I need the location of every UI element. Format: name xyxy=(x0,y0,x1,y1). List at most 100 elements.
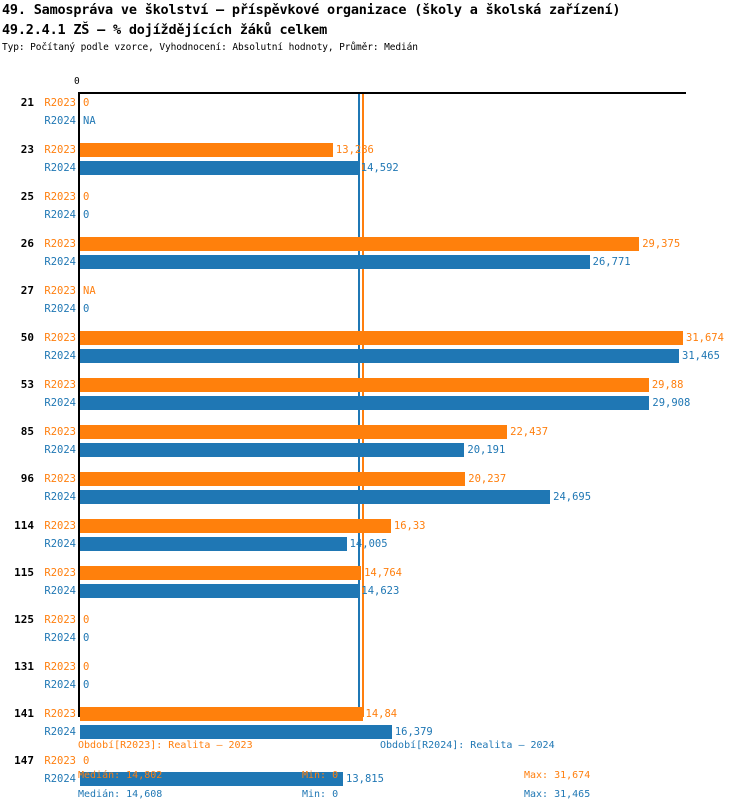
chart-row: 23 R2023 13,286 xyxy=(0,141,750,159)
series-row-label: R2024 xyxy=(44,679,76,691)
bar-value-label: 0 xyxy=(83,614,90,626)
chart-row: 125 R2023 0 xyxy=(0,611,750,629)
bar xyxy=(80,707,363,721)
bar-value-label: 24,695 xyxy=(553,491,592,503)
chart-row: R2024 0 xyxy=(0,206,750,224)
bar-value-label: 0 xyxy=(83,755,90,767)
bar-value-label: 14,623 xyxy=(361,585,400,597)
bar-value-label: 0 xyxy=(83,632,90,644)
chart-row: 131 R2023 0 xyxy=(0,658,750,676)
bar-value-label: 29,88 xyxy=(651,379,684,391)
bar xyxy=(80,537,347,551)
chart-row: R2024 31,465 xyxy=(0,347,750,365)
bar xyxy=(80,519,391,533)
bar-value-label: 13,286 xyxy=(335,144,374,156)
chart-row: R2024 14,005 xyxy=(0,535,750,553)
series-row-label: R2023 xyxy=(44,661,76,673)
bar-value-label: 16,379 xyxy=(394,726,433,738)
bar xyxy=(80,237,640,251)
series-row-label: R2024 xyxy=(44,726,76,738)
series-row-label: R2024 xyxy=(44,209,76,221)
bar-value-label: 0 xyxy=(83,679,90,691)
category-label: 125 xyxy=(14,613,34,626)
bar xyxy=(80,725,392,739)
median-label-2023: Medián: 14,802 xyxy=(78,770,163,781)
bar xyxy=(80,331,683,345)
chart-row: R2024 13,815 xyxy=(0,770,750,788)
series-row-label: R2024 xyxy=(44,632,76,644)
category-label: 27 xyxy=(20,284,34,297)
bar xyxy=(80,566,362,580)
series-row-label: R2023 xyxy=(44,520,76,532)
series-row-label: R2024 xyxy=(44,491,76,503)
axis-zero-tick-label: 0 xyxy=(74,76,80,87)
series-row-label: R2024 xyxy=(44,303,76,315)
max-label-2024: Max: 31,465 xyxy=(524,789,591,800)
series-row-label: R2023 xyxy=(44,614,76,626)
bar-value-label: 29,908 xyxy=(652,397,691,409)
series-row-label: R2024 xyxy=(44,773,76,785)
chart-row: R2024 26,771 xyxy=(0,253,750,271)
bar-value-label: 14,005 xyxy=(349,538,388,550)
series-row-label: R2024 xyxy=(44,585,76,597)
chart-row: 96 R2023 20,237 xyxy=(0,470,750,488)
bar-value-label: 14,84 xyxy=(365,708,398,720)
bar-value-label: 13,815 xyxy=(346,773,384,785)
legend-series-2023: Období[R2023]: Realita – 2023 xyxy=(78,740,253,751)
category-label: 141 xyxy=(14,707,34,720)
chart-row: R2024 24,695 xyxy=(0,488,750,506)
bar-value-label: 26,771 xyxy=(592,256,631,268)
series-row-label: R2024 xyxy=(44,397,76,409)
bar xyxy=(80,349,680,363)
chart-row: 141 R2023 14,84 xyxy=(0,705,750,723)
bar xyxy=(80,772,343,786)
chart-footer: Období[R2023]: Realita – 2023 Období[R20… xyxy=(0,736,750,812)
category-label: 96 xyxy=(20,472,34,485)
bar-chart-plot: 0 21 R2023 0 R2024 NA 23 R2023 13,286 R2024 14,59… xyxy=(0,76,750,786)
chart-row: 85 R2023 22,437 xyxy=(0,423,750,441)
bar-value-label: 29,375 xyxy=(642,238,681,250)
series-row-label: R2023 xyxy=(44,755,76,767)
series-row-label: R2024 xyxy=(44,538,76,550)
chart-row: R2024 0 xyxy=(0,629,750,647)
chart-row: 21 R2023 0 xyxy=(0,94,750,112)
chart-row: R2024 14,623 xyxy=(0,582,750,600)
category-label: 85 xyxy=(20,425,34,438)
bar xyxy=(80,378,649,392)
chart-row: R2024 NA xyxy=(0,112,750,130)
series-row-label: R2023 xyxy=(44,238,76,250)
chart-row: R2024 14,592 xyxy=(0,159,750,177)
category-label: 26 xyxy=(20,237,34,250)
bar-value-label: 0 xyxy=(83,661,90,673)
bar xyxy=(80,490,551,504)
min-label-2024: Min: 0 xyxy=(302,789,339,800)
series-row-label: R2024 xyxy=(44,162,76,174)
report-title-line2: 49.2.4.1 ZŠ – % dojíždějících žáků celke… xyxy=(2,22,328,38)
series-row-label: R2023 xyxy=(44,285,76,297)
median-label-2024: Medián: 14,608 xyxy=(78,789,163,800)
series-row-label: R2023 xyxy=(44,473,76,485)
chart-row: 25 R2023 0 xyxy=(0,188,750,206)
chart-row: R2024 0 xyxy=(0,300,750,318)
chart-row: 114 R2023 16,33 xyxy=(0,517,750,535)
series-row-label: R2023 xyxy=(44,567,76,579)
bar-value-label: 0 xyxy=(83,303,90,315)
legend-series-2024: Období[R2024]: Realita – 2024 xyxy=(380,740,555,751)
series-row-label: R2023 xyxy=(44,426,76,438)
series-row-label: R2024 xyxy=(44,444,76,456)
series-row-label: R2024 xyxy=(44,115,76,127)
bar-value-label: 22,437 xyxy=(510,426,549,438)
bar xyxy=(80,396,650,410)
category-label: 131 xyxy=(14,660,34,673)
chart-row: 115 R2023 14,764 xyxy=(0,564,750,582)
report-title-line1: 49. Samospráva ve školství – příspěvkové… xyxy=(2,2,621,18)
bar-value-label: 20,191 xyxy=(467,444,506,456)
bar-value-label: NA xyxy=(83,285,96,297)
category-label: 114 xyxy=(14,519,34,532)
category-label: 53 xyxy=(20,378,34,391)
bar xyxy=(80,472,466,486)
bar-value-label: 0 xyxy=(83,209,90,221)
bar-value-label: 0 xyxy=(83,97,90,109)
series-row-label: R2023 xyxy=(44,332,76,344)
chart-row: 26 R2023 29,375 xyxy=(0,235,750,253)
